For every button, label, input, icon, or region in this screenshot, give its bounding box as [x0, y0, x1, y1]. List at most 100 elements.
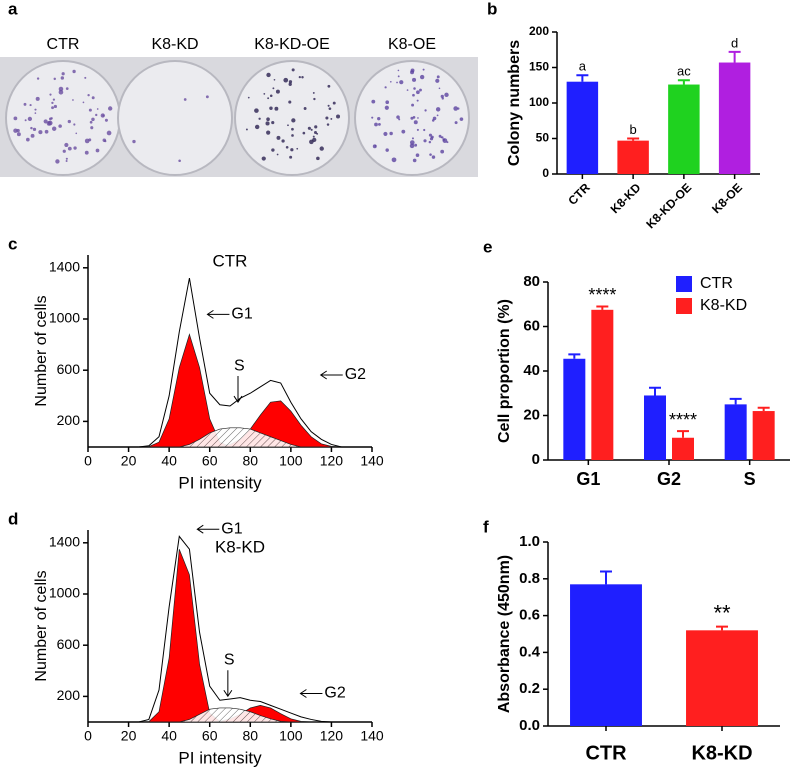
x-axis-label: PI intensity: [178, 473, 262, 492]
y-axis-label: Cell proportion (%): [496, 299, 513, 443]
colony: [91, 96, 95, 100]
colony: [459, 117, 464, 121]
y-axis-label: Number of cells: [33, 295, 50, 406]
panel-letter: a: [8, 0, 18, 18]
colony: [104, 139, 107, 143]
x-tick-label: 0: [84, 728, 92, 744]
bar: [724, 404, 747, 460]
colony: [51, 126, 57, 131]
colony: [416, 99, 419, 102]
y-tick-label: 1400: [49, 534, 80, 550]
colony: [276, 153, 279, 156]
annotation: d: [731, 35, 738, 50]
colony: [64, 142, 69, 148]
x-tick-label: 20: [121, 728, 137, 744]
colony: [91, 117, 95, 122]
colony: [398, 118, 401, 121]
colony: [430, 135, 434, 139]
annotation-arrow: [206, 309, 230, 319]
annotation: b: [630, 122, 637, 137]
colony: [271, 148, 275, 152]
colony: [263, 92, 266, 95]
error-bar: [729, 397, 742, 405]
colony: [288, 82, 292, 86]
colony: [65, 87, 69, 91]
panel-title: K8-KD: [215, 537, 265, 556]
colony: [409, 140, 415, 145]
colony: [410, 68, 415, 73]
colony: [453, 106, 458, 111]
plate-label: CTR: [47, 36, 80, 53]
colony: [319, 146, 324, 151]
colony: [313, 131, 317, 135]
bar: [718, 62, 751, 174]
annotation-arrow: [299, 689, 323, 698]
colony: [423, 139, 427, 143]
y-tick-label: 600: [57, 636, 81, 652]
bar: [563, 358, 586, 460]
x-tick-label: 0: [84, 453, 92, 469]
colony: [272, 87, 275, 90]
plate-label: K8-KD: [151, 36, 198, 53]
colony: [289, 155, 293, 159]
colony: [384, 86, 387, 89]
y-axis-label: Colony numbers: [506, 40, 523, 166]
colony: [296, 147, 299, 150]
colony: [288, 100, 292, 104]
colony: [72, 69, 76, 74]
colony: [88, 138, 92, 142]
colony: [457, 107, 460, 110]
colony: [413, 120, 418, 125]
colony: [435, 78, 440, 83]
colony: [265, 121, 270, 126]
y-tick-label: 600: [57, 361, 81, 377]
phase-label: G2: [345, 366, 366, 383]
colony: [67, 146, 72, 151]
colony: [389, 80, 392, 83]
y-axis-label: Absorbance (450nm): [496, 555, 513, 713]
error-bar: [728, 50, 741, 63]
colony: [419, 88, 422, 92]
colony: [312, 135, 315, 138]
colony: [266, 117, 270, 121]
y-tick-label: 200: [57, 687, 81, 703]
error-bar: [627, 137, 640, 141]
colony: [52, 98, 56, 101]
colony: [267, 97, 270, 100]
colony: [303, 107, 307, 110]
colony: [84, 76, 87, 79]
colony: [301, 76, 304, 79]
bar: [752, 411, 775, 460]
x-tick-label: K8-KD-OE: [643, 180, 694, 231]
bar: [566, 81, 599, 174]
x-tick-label: 120: [320, 728, 344, 744]
x-tick-label: 140: [360, 453, 384, 469]
panel-letter: d: [8, 509, 18, 528]
colony: [36, 77, 40, 80]
colony: [326, 123, 330, 126]
annotation: ac: [677, 64, 691, 79]
colony: [412, 158, 417, 163]
colony: [275, 89, 280, 94]
colony: [276, 135, 281, 140]
plate-label: K8-OE: [388, 36, 436, 53]
colony: [88, 108, 92, 112]
colony: [34, 112, 37, 114]
annotation-arrow: [319, 370, 343, 380]
colony: [417, 117, 419, 119]
x-tick-label: 60: [202, 728, 218, 744]
colony: [412, 93, 415, 97]
y-tick-label: 0.2: [519, 680, 540, 697]
colony: [330, 117, 333, 120]
x-tick-label: S: [744, 469, 756, 489]
colony: [377, 116, 381, 121]
y-axis-label: Number of cells: [33, 570, 50, 681]
x-tick-label: CTR: [585, 742, 627, 764]
y-tick-label: 80: [523, 273, 540, 290]
x-tick-label: 60: [202, 453, 218, 469]
x-tick-label: 100: [279, 728, 303, 744]
colony: [247, 96, 250, 99]
colony: [269, 94, 273, 98]
colony: [397, 69, 400, 72]
fit-area: [138, 549, 342, 723]
